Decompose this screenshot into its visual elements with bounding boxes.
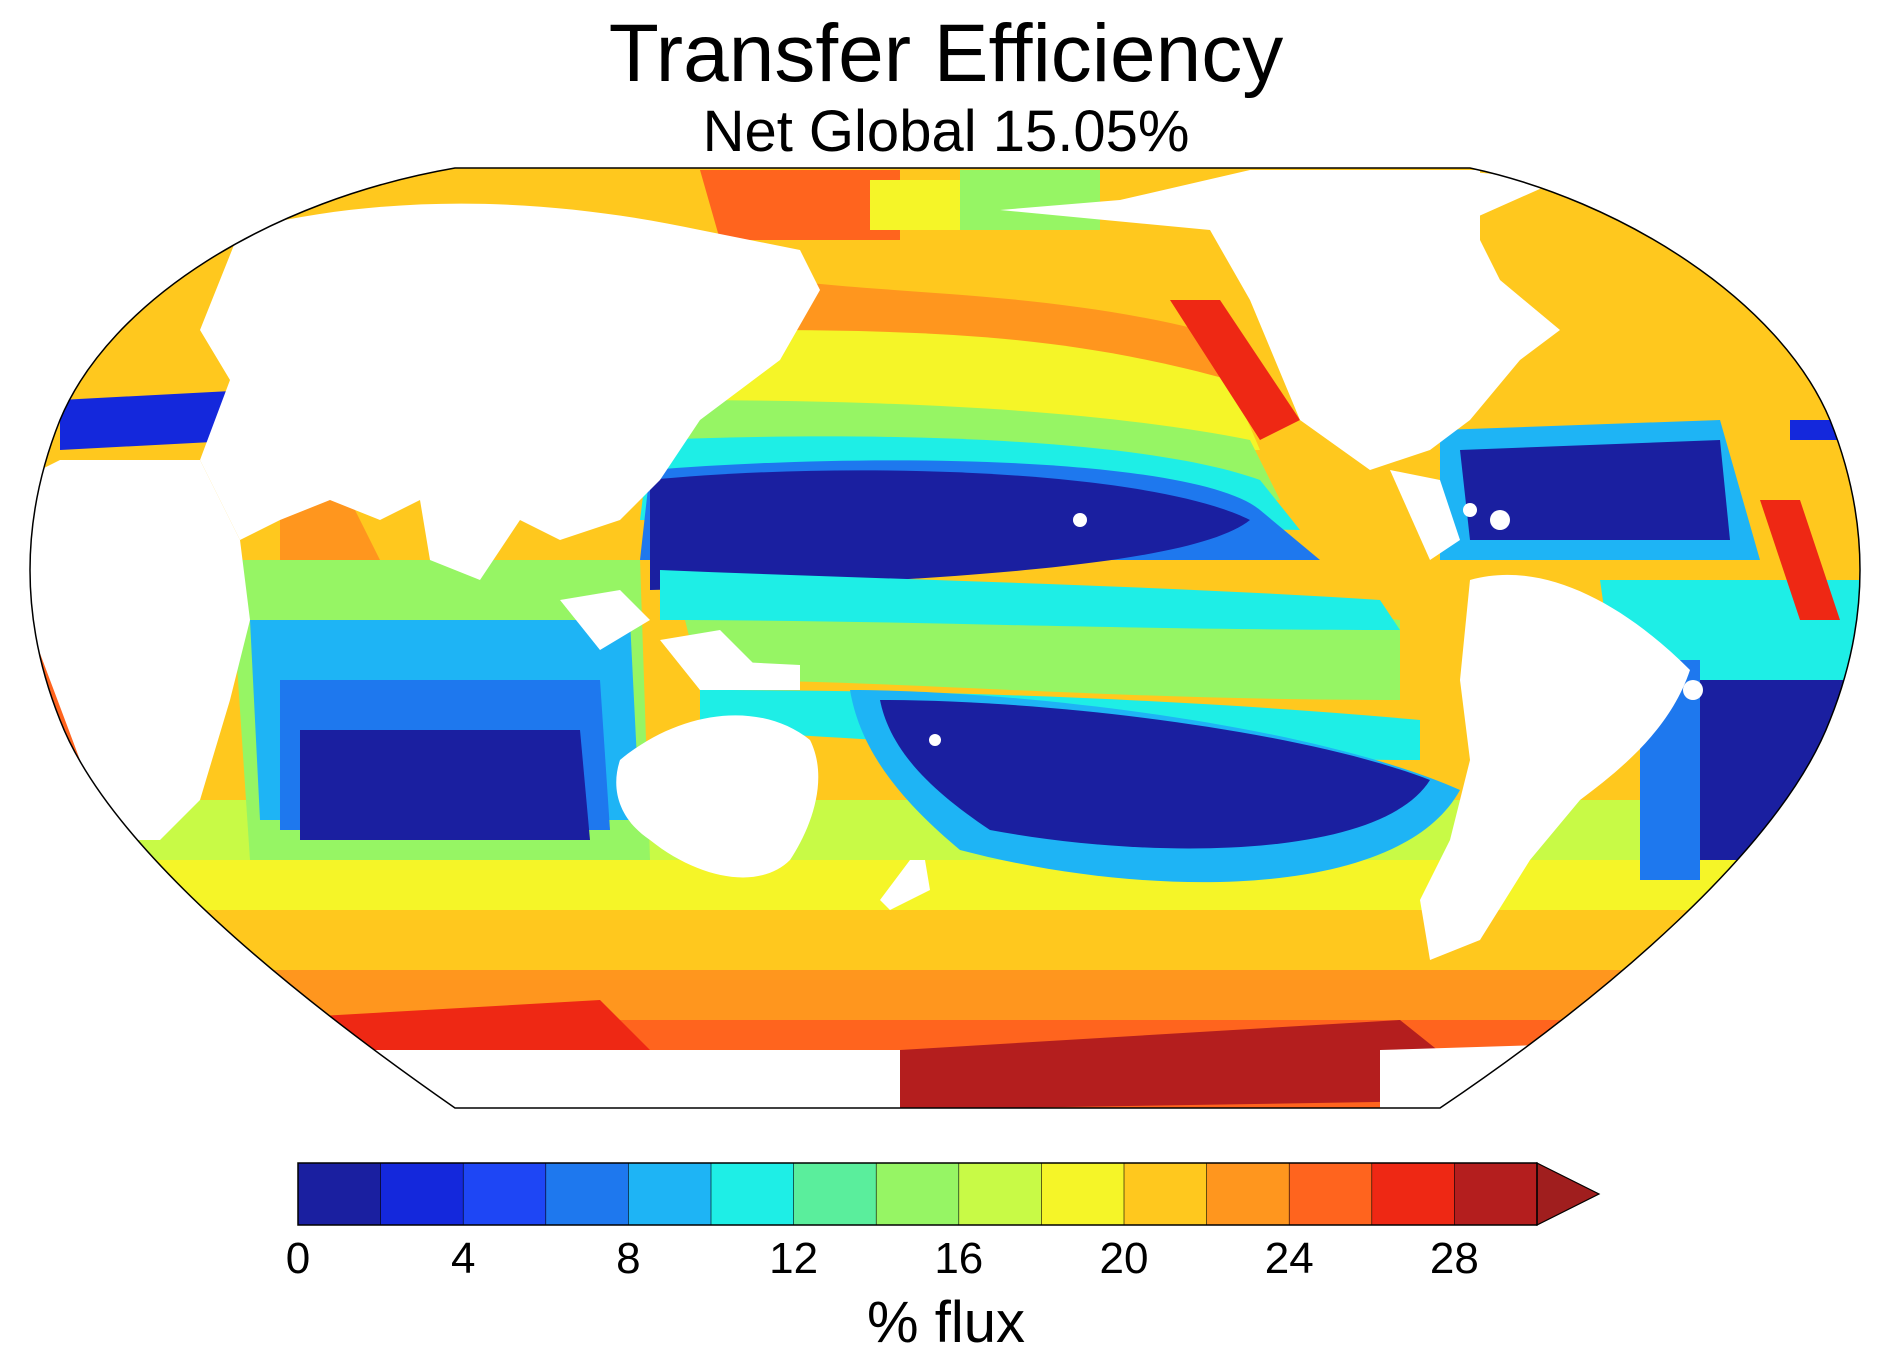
colorbar-tick-label: 8 (616, 1234, 640, 1283)
map-outline (29, 167, 1861, 1109)
land-mask (30, 170, 1703, 1108)
colorbar: 0 4 8 12 16 20 24 28 (286, 1162, 1601, 1283)
colorbar-segment (298, 1163, 382, 1225)
colorbar-segment (876, 1163, 960, 1225)
colorbar-tick-label: 4 (451, 1234, 475, 1283)
colorbar-segment (1289, 1163, 1373, 1225)
colorbar-segment (711, 1163, 795, 1225)
colorbar-tick-label: 0 (286, 1234, 310, 1283)
colorbar-segment (1206, 1163, 1290, 1225)
map-title: Transfer Efficiency (608, 8, 1284, 99)
colorbar-tick-label: 16 (934, 1234, 983, 1283)
colorbar-segment (1041, 1163, 1125, 1225)
colorbar-segment (958, 1163, 1042, 1225)
colorbar-segment (1124, 1163, 1208, 1225)
ocean-field (30, 168, 1860, 1108)
colorbar-tick-label: 28 (1430, 1234, 1479, 1283)
colorbar-segment (1454, 1163, 1538, 1225)
colorbar-tick-label: 12 (769, 1234, 818, 1283)
colorbar-frame (297, 1162, 1538, 1226)
colorbar-segment (628, 1163, 712, 1225)
colorbar-segment (793, 1163, 877, 1225)
colorbar-segment (1371, 1163, 1455, 1225)
colorbar-tick-label: 20 (1100, 1234, 1149, 1283)
colorbar-segment (380, 1163, 464, 1225)
colorbar-tick-label: 24 (1265, 1234, 1314, 1283)
colorbar-segment (545, 1163, 629, 1225)
colorbar-segment (463, 1163, 547, 1225)
map-subtitle: Net Global 15.05% (702, 99, 1190, 164)
colorbar-label: % flux (867, 1290, 1025, 1355)
colorbar-extend-arrow (1536, 1162, 1601, 1226)
